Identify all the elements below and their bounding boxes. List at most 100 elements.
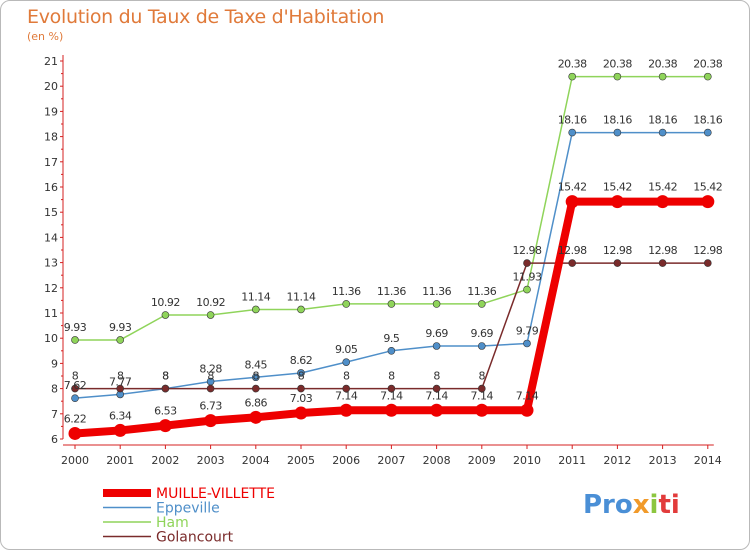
x-tick-label: 2003 bbox=[197, 454, 225, 467]
legend-label: Ham bbox=[156, 515, 189, 531]
data-label: 20.38 bbox=[558, 58, 587, 71]
data-label: 11.36 bbox=[332, 285, 361, 298]
data-point bbox=[477, 342, 486, 350]
data-label: 8 bbox=[253, 370, 260, 383]
data-point bbox=[71, 394, 79, 402]
x-tick-label: 2008 bbox=[423, 454, 451, 467]
data-point bbox=[432, 384, 441, 393]
data-label: 11.36 bbox=[467, 285, 496, 298]
data-label: 12.98 bbox=[693, 244, 722, 257]
data-label: 18.16 bbox=[558, 114, 587, 127]
x-tick-label: 2004 bbox=[242, 454, 270, 467]
data-point bbox=[113, 423, 127, 437]
data-label: 7.77 bbox=[109, 375, 132, 388]
data-label: 9.79 bbox=[516, 324, 539, 337]
data-point bbox=[565, 195, 579, 209]
data-label: 12.98 bbox=[603, 244, 632, 257]
data-point bbox=[701, 195, 715, 209]
data-label: 9.69 bbox=[471, 327, 494, 340]
data-label: 7.14 bbox=[425, 389, 448, 402]
data-label: 18.16 bbox=[693, 114, 722, 127]
proxiti-logo: Proxiti bbox=[583, 490, 680, 520]
data-label: 6.34 bbox=[109, 409, 132, 422]
legend-label: Eppeville bbox=[156, 501, 220, 517]
data-point bbox=[658, 72, 667, 81]
data-label: 6.22 bbox=[64, 412, 87, 425]
x-tick-label: 2013 bbox=[649, 454, 677, 467]
y-tick-label: 18 bbox=[44, 131, 58, 144]
data-label: 12.98 bbox=[648, 244, 677, 257]
data-point bbox=[703, 259, 712, 267]
y-tick-label: 19 bbox=[44, 105, 58, 118]
data-label: 7.14 bbox=[516, 389, 539, 402]
y-tick-label: 10 bbox=[44, 332, 58, 345]
data-point bbox=[523, 259, 531, 267]
y-tick-label: 11 bbox=[44, 307, 58, 320]
data-point bbox=[613, 128, 622, 137]
x-tick-label: 2000 bbox=[61, 454, 89, 467]
data-label: 8 bbox=[433, 370, 440, 383]
data-point bbox=[116, 384, 124, 393]
data-label: 15.42 bbox=[558, 181, 587, 194]
series-line-eppeville bbox=[74, 131, 708, 399]
data-label: 9.5 bbox=[383, 332, 399, 345]
data-point bbox=[342, 358, 351, 366]
data-label: 10.92 bbox=[196, 296, 225, 309]
x-tick-label: 2009 bbox=[468, 454, 496, 467]
data-point bbox=[297, 384, 305, 393]
data-point bbox=[568, 259, 577, 267]
x-tick-label: 2001 bbox=[106, 454, 134, 467]
data-point bbox=[384, 403, 398, 417]
y-tick-label: 14 bbox=[44, 231, 58, 244]
data-point bbox=[432, 300, 441, 308]
data-label: 10.92 bbox=[151, 296, 180, 309]
data-point bbox=[658, 259, 667, 267]
data-point bbox=[613, 72, 622, 81]
data-point bbox=[252, 384, 260, 393]
data-point bbox=[610, 195, 624, 209]
y-tick-label: 21 bbox=[44, 55, 58, 68]
y-tick-label: 16 bbox=[44, 181, 58, 194]
data-label: 8 bbox=[388, 370, 395, 383]
data-label: 9.93 bbox=[109, 321, 132, 334]
data-point bbox=[523, 339, 531, 348]
data-point bbox=[477, 384, 486, 393]
x-tick-label: 2011 bbox=[558, 454, 586, 467]
y-tick-label: 9 bbox=[51, 357, 58, 370]
data-point bbox=[523, 285, 531, 294]
data-label: 6.73 bbox=[199, 400, 222, 413]
legend-label: MUILLE-VILLETTE bbox=[156, 486, 275, 502]
data-label: 15.42 bbox=[603, 181, 632, 194]
y-tick-label: 8 bbox=[51, 383, 58, 396]
data-label: 20.38 bbox=[648, 58, 677, 71]
data-label: 7.62 bbox=[64, 379, 87, 392]
data-label: 8.28 bbox=[199, 363, 222, 376]
data-label: 20.38 bbox=[693, 58, 722, 71]
data-point bbox=[161, 311, 170, 319]
series-points bbox=[68, 72, 715, 440]
x-tick-label: 2014 bbox=[694, 454, 722, 467]
data-point bbox=[568, 128, 577, 137]
data-label: 11.14 bbox=[241, 290, 270, 303]
x-tick-label: 2005 bbox=[287, 454, 315, 467]
data-point bbox=[297, 369, 305, 377]
data-point bbox=[658, 128, 667, 137]
data-point bbox=[71, 384, 79, 393]
data-point bbox=[430, 403, 444, 417]
axes: 6 7 8 9 10 11 12 13 14 15 16 17 18 19 20 21 2000 2001 2002… bbox=[44, 55, 722, 467]
data-point bbox=[432, 342, 441, 350]
data-point bbox=[477, 300, 486, 308]
chart-title: Evolution du Taux de Taxe d'Habitation bbox=[27, 6, 385, 28]
data-label: 7.14 bbox=[335, 389, 358, 402]
data-label: 15.42 bbox=[693, 181, 722, 194]
y-tick-label: 13 bbox=[44, 257, 58, 270]
data-point bbox=[294, 406, 308, 420]
data-point bbox=[249, 410, 263, 424]
data-point bbox=[116, 336, 124, 344]
data-label: 12.98 bbox=[558, 244, 587, 257]
x-tick-label: 2012 bbox=[603, 454, 631, 467]
data-point bbox=[703, 128, 712, 137]
data-label: 8 bbox=[117, 370, 124, 383]
